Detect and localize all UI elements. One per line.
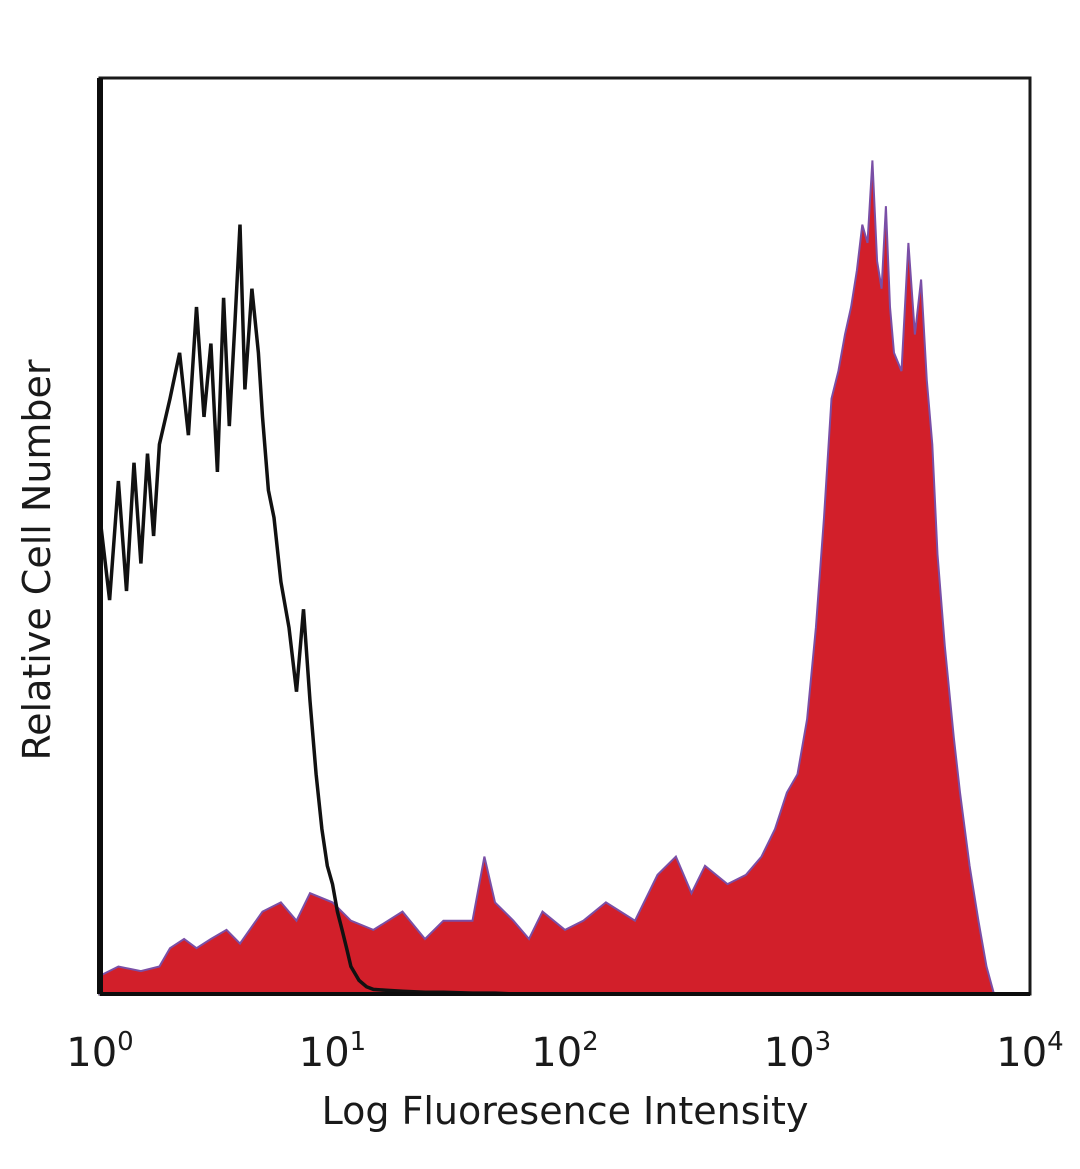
series-layer bbox=[98, 160, 996, 996]
stained-histogram-filled bbox=[99, 160, 996, 995]
x-axis-title: Log Fluoresence Intensity bbox=[322, 1089, 809, 1133]
x-tick-exponent: 0 bbox=[117, 1027, 134, 1057]
x-tick-label: 101 bbox=[299, 1027, 366, 1076]
x-tick-exponent: 4 bbox=[1047, 1027, 1064, 1057]
x-tick-base: 10 bbox=[531, 1030, 582, 1076]
axes-layer bbox=[97, 78, 1030, 996]
y-axis-title: Relative Cell Number bbox=[15, 359, 59, 760]
x-tick-label: 103 bbox=[764, 1027, 831, 1076]
x-tick-base: 10 bbox=[299, 1030, 350, 1076]
x-tick-label: 102 bbox=[531, 1027, 598, 1076]
control-histogram-outline bbox=[98, 224, 514, 996]
x-tick-labels: 100 101 102 103 104 bbox=[66, 1027, 1063, 1076]
x-tick-base: 10 bbox=[764, 1030, 815, 1076]
x-tick-base: 10 bbox=[66, 1030, 117, 1076]
x-tick-exponent: 3 bbox=[815, 1027, 832, 1057]
x-tick-label: 104 bbox=[996, 1027, 1063, 1076]
x-tick-label: 100 bbox=[66, 1027, 133, 1076]
x-tick-exponent: 2 bbox=[582, 1027, 599, 1057]
x-tick-base: 10 bbox=[996, 1030, 1047, 1076]
x-tick-exponent: 1 bbox=[350, 1027, 367, 1057]
